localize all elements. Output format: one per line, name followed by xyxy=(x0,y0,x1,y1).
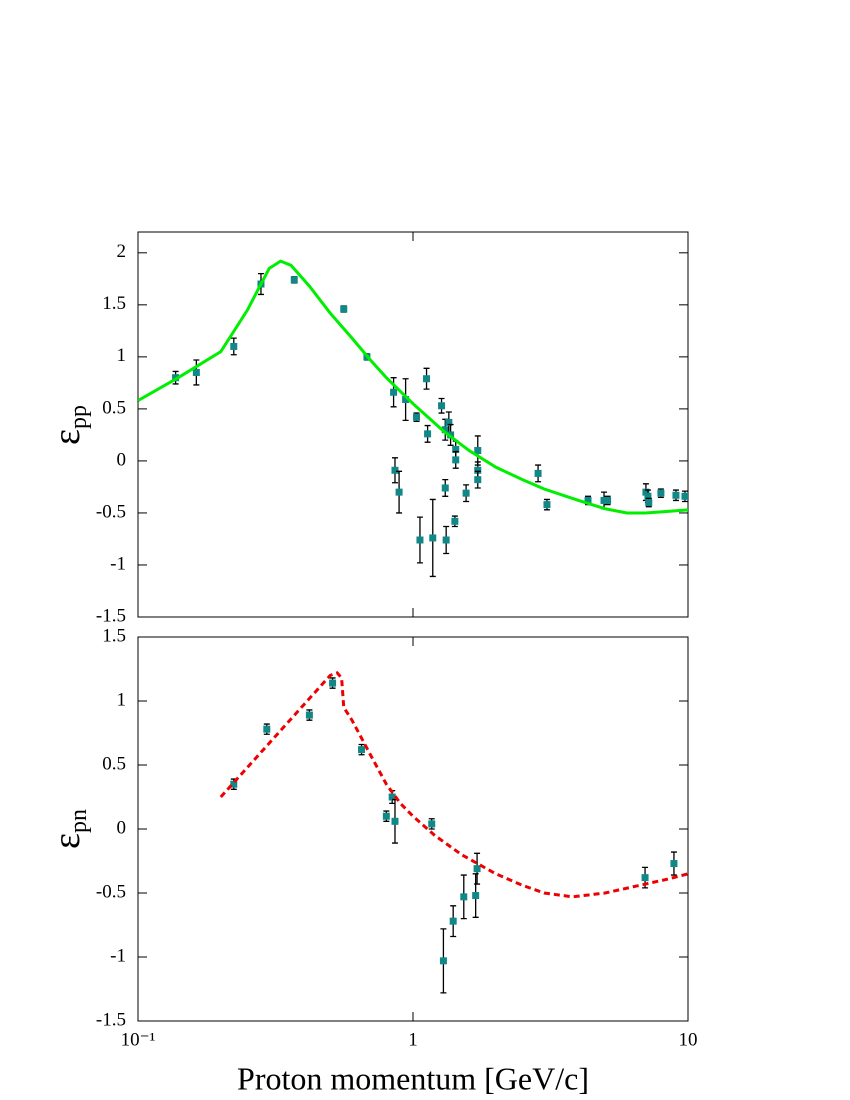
data-point xyxy=(657,489,665,497)
data-point xyxy=(472,892,480,900)
data-point xyxy=(424,430,432,438)
data-point xyxy=(290,276,298,284)
data-point xyxy=(474,466,482,474)
y-tick-label: -1 xyxy=(110,945,126,966)
y-label-subscript: pp xyxy=(66,405,92,429)
data-point xyxy=(439,957,447,965)
y-axis-label: εpp xyxy=(46,405,92,445)
data-point xyxy=(305,711,313,719)
data-point xyxy=(462,489,470,497)
data-point xyxy=(460,893,468,901)
data-point xyxy=(391,817,399,825)
x-axis-label: Proton momentum [GeV/c] xyxy=(237,1060,589,1096)
data-point xyxy=(413,413,421,421)
x-tick-label: 1 xyxy=(408,1029,418,1050)
data-point xyxy=(473,865,481,873)
plot-area xyxy=(138,259,688,578)
y-tick-label: 0.5 xyxy=(102,753,126,774)
data-point xyxy=(438,402,446,410)
data-point xyxy=(230,780,238,788)
data-point xyxy=(429,534,437,542)
data-point xyxy=(230,342,238,350)
data-point xyxy=(604,496,612,504)
plot-area xyxy=(219,671,688,994)
plot-frame xyxy=(137,231,689,618)
y-label-symbol: ε xyxy=(46,429,88,445)
data-point xyxy=(441,426,449,434)
data-point xyxy=(600,496,608,504)
y-label-symbol: ε xyxy=(46,833,88,849)
y-tick-label: -1.5 xyxy=(96,605,126,626)
data-point xyxy=(641,874,649,882)
curve xyxy=(219,671,688,899)
y-tick-label: 0 xyxy=(117,449,127,470)
data-point xyxy=(449,917,457,925)
data-point xyxy=(645,499,653,507)
data-point xyxy=(672,491,680,499)
x-tick-label: 10⁻¹ xyxy=(121,1029,156,1050)
data-point xyxy=(681,492,688,500)
data-point xyxy=(642,488,650,496)
data-point xyxy=(441,484,449,492)
data-point xyxy=(584,496,592,504)
data-point xyxy=(390,388,398,396)
data-point xyxy=(416,536,424,544)
y-tick-label: -1 xyxy=(110,553,126,574)
data-point xyxy=(452,456,460,464)
data-point xyxy=(340,305,348,313)
data-point xyxy=(358,746,366,754)
y-tick-label: -1.5 xyxy=(96,1009,126,1030)
data-point xyxy=(402,396,410,404)
data-point xyxy=(263,725,271,733)
data-point xyxy=(192,368,200,376)
data-point xyxy=(391,466,399,474)
data-point xyxy=(451,517,459,525)
y-tick-label: 0.5 xyxy=(102,397,126,418)
y-axis-label: εpn xyxy=(46,809,92,849)
y-tick-label: 2 xyxy=(117,241,127,262)
y-tick-label: 1 xyxy=(117,689,127,710)
data-point xyxy=(543,501,551,509)
data-point xyxy=(670,860,678,868)
y-tick-label: 1.5 xyxy=(102,293,126,314)
data-point xyxy=(534,469,542,477)
x-tick-label: 10 xyxy=(679,1029,698,1050)
data-point xyxy=(474,476,482,484)
y-label-subscript: pn xyxy=(66,809,92,833)
curve xyxy=(138,259,688,515)
data-point xyxy=(442,536,450,544)
data-point xyxy=(329,679,337,687)
data-point xyxy=(395,488,403,496)
data-point xyxy=(452,445,460,453)
y-tick-label: 1 xyxy=(117,345,127,366)
y-tick-label: 1.5 xyxy=(102,625,126,646)
y-tick-label: -0.5 xyxy=(96,501,126,522)
data-point xyxy=(644,492,652,500)
data-point xyxy=(388,793,396,801)
plot-frame xyxy=(137,636,689,1022)
data-point xyxy=(382,812,390,820)
data-point xyxy=(474,447,482,455)
data-point xyxy=(445,418,453,426)
y-tick-label: 0 xyxy=(117,817,127,838)
data-point xyxy=(423,375,431,383)
data-point xyxy=(428,820,436,828)
y-tick-label: -0.5 xyxy=(96,881,126,902)
